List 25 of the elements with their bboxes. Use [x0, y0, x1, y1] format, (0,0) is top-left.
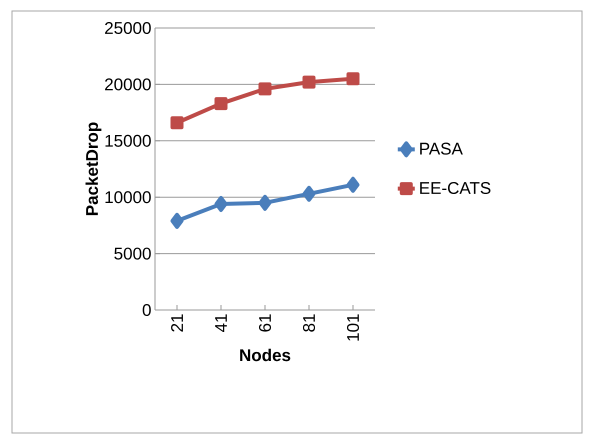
y-tick-label: 25000 [105, 22, 151, 34]
point [170, 212, 184, 229]
y-axis-title: PacketDrop [86, 122, 102, 216]
x-tick-label: 101 [346, 314, 360, 341]
point [258, 82, 272, 96]
legend-label: PASA [420, 142, 463, 155]
y-tick-label: 5000 [114, 248, 151, 260]
x-tick-label: 21 [171, 314, 183, 332]
x-tick-label: 61 [258, 314, 272, 332]
y-tick-label: 15000 [106, 134, 151, 147]
x-axis-title: Nodes [240, 348, 290, 362]
point [302, 76, 316, 89]
point [214, 196, 228, 212]
x-tick-label: 81 [302, 314, 316, 332]
point [346, 176, 360, 193]
y-tick-label: 0 [142, 304, 151, 316]
point [214, 97, 228, 110]
point [346, 72, 360, 86]
legend-label: EE-CATS [420, 182, 490, 194]
point [170, 116, 184, 130]
point [258, 194, 272, 211]
y-tick-label: 10000 [106, 191, 151, 204]
x-tick-label: 41 [215, 314, 227, 332]
point [302, 186, 316, 202]
y-tick-label: 20000 [105, 78, 151, 90]
